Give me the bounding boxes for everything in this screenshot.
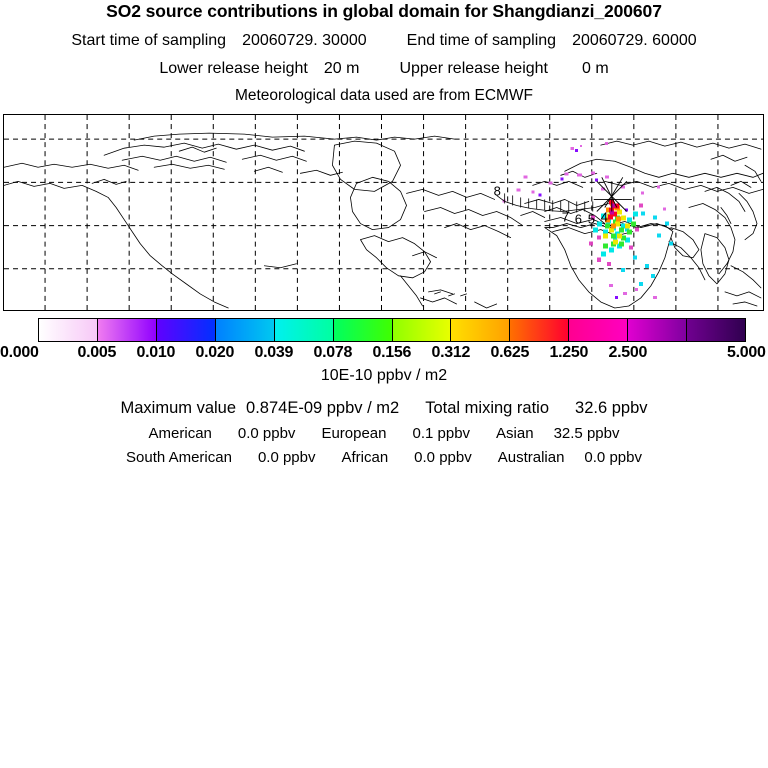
page-title: SO2 source contributions in global domai… (106, 1, 662, 21)
colorbar-gradient-strip (38, 318, 746, 342)
region-european-label: European (321, 425, 387, 442)
max-value-label: Maximum value (120, 399, 237, 417)
trajectory-tick-marks (504, 193, 594, 213)
colorbar-block: 0.000 0.005 0.010 0.020 0.039 0.078 0.156 0.312… (0, 316, 768, 394)
total-mixing-ratio-label: Total mixing ratio (425, 399, 550, 417)
graticule-grid (4, 115, 763, 310)
upper-release-label: Upper release height (399, 60, 548, 77)
start-time-value: 20060729. 30000 (242, 32, 367, 49)
start-time-label: Start time of sampling (71, 32, 227, 49)
sampling-time-line: Start time of sampling 20060729. 30000 End… (0, 33, 768, 49)
colorbar-segment-8 (510, 319, 570, 341)
colorbar-segment-1 (97, 319, 157, 341)
colorbar-tick-1: 0.005 (77, 344, 117, 361)
colorbar-segment-7 (451, 319, 511, 341)
colorbar-segment-5 (333, 319, 393, 341)
region-american-value: 0.0 ppbv (237, 425, 296, 442)
colorbar-tick-3: 0.020 (195, 344, 235, 361)
global-map-panel: 4 5 6 7 8 (3, 114, 764, 311)
region-american-label: American (148, 425, 212, 442)
colorbar-tick-10: 2.500 (608, 344, 648, 361)
region-asian-label: Asian (496, 425, 534, 442)
region-asian-value: 32.5 ppbv (553, 425, 620, 442)
coastlines (4, 132, 763, 309)
colorbar-tick-5: 0.078 (313, 344, 353, 361)
meteorology-source-line: Meteorological data used are from ECMWF (234, 87, 534, 104)
colorbar-tick-8: 0.625 (490, 344, 530, 361)
colorbar-axis-label: 10E-10 ppbv / m2 (320, 367, 448, 384)
colorbar-segment-6 (392, 319, 452, 341)
end-time-value: 20060729. 60000 (572, 32, 697, 49)
end-time-label: End time of sampling (406, 32, 557, 49)
colorbar-segment-4 (274, 319, 334, 341)
map-canvas: 4 5 6 7 8 (4, 115, 763, 310)
total-mixing-ratio-value: 32.6 ppbv (575, 399, 648, 417)
lower-release-value: 20 m (323, 60, 360, 77)
region-australian-label: Australian (497, 449, 565, 466)
region-south-american-label: South American (126, 449, 232, 466)
so2-plume-field (502, 142, 673, 299)
world-map-svg: 4 5 6 7 8 (4, 115, 763, 310)
traj-label-6: 6 (575, 212, 582, 227)
colorbar-tick-0: 0.000 (0, 344, 39, 361)
colorbar-segment-2 (156, 319, 216, 341)
max-value-value: 0.874E-09 ppbv / m2 (246, 399, 400, 417)
colorbar-segment-10 (628, 319, 688, 341)
trajectory-hour-labels: 4 5 6 7 8 (494, 183, 608, 226)
region-south-american-value: 0.0 ppbv (257, 449, 316, 466)
colorbar-segment-11 (687, 319, 746, 341)
upper-release-value: 0 m (582, 60, 609, 77)
receptor-star-marker (593, 177, 632, 212)
colorbar-tick-2: 0.010 (136, 344, 176, 361)
colorbar-tick-6: 0.156 (372, 344, 412, 361)
colorbar-segment-0 (39, 319, 98, 341)
colorbar-tick-7: 0.312 (431, 344, 471, 361)
colorbar-segment-9 (569, 319, 629, 341)
summary-row: Maximum value 0.874E-09 ppbv / m2 Total mi… (0, 400, 768, 417)
traj-label-5: 5 (588, 212, 595, 227)
colorbar-tick-4: 0.039 (254, 344, 294, 361)
traj-label-7: 7 (562, 210, 569, 225)
region-european-value: 0.1 ppbv (412, 425, 471, 442)
region-australian-value: 0.0 ppbv (584, 449, 642, 466)
header-block: SO2 source contributions in global domai… (0, 0, 768, 110)
colorbar-segment-3 (215, 319, 275, 341)
colorbar-tick-11: 5.000 (727, 344, 766, 361)
colorbar-tick-labels: 0.000 0.005 0.010 0.020 0.039 0.078 0.156 0.312… (0, 344, 768, 366)
region-african-value: 0.0 ppbv (414, 449, 472, 466)
traj-label-4: 4 (601, 210, 608, 225)
release-height-line: Lower release height 20 m Upper release he… (0, 61, 768, 77)
colorbar-tick-9: 1.250 (549, 344, 589, 361)
region-row-south: South American 0.0 ppbv African 0.0 ppbv Aus… (0, 450, 768, 465)
traj-label-8: 8 (494, 183, 501, 198)
region-african-label: African (341, 449, 389, 466)
lower-release-label: Lower release height (159, 60, 308, 77)
back-trajectory-path (496, 195, 609, 212)
region-row-north: American 0.0 ppbv European 0.1 ppbv Asian 32.… (0, 426, 768, 441)
